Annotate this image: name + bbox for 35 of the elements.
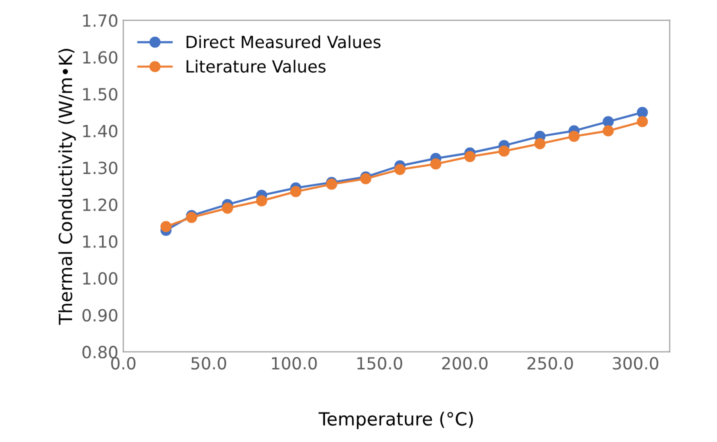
y-tick-label: 1.50 (83, 88, 118, 101)
x-axis-title: Temperature (°C) (318, 412, 473, 430)
x-tick-label: 50.0 (191, 356, 226, 370)
y-tick-label: 0.90 (82, 308, 118, 322)
point (160, 221, 172, 232)
y-tick-label: 1.60 (83, 51, 118, 64)
y-tick-label: 1.20 (83, 198, 118, 212)
x-tick-label: 300.0 (612, 356, 658, 370)
point (602, 116, 614, 128)
y-tick-label: 1.30 (83, 162, 118, 174)
y-axis-title: Thermal Conductivity (W/m•K) (58, 48, 76, 325)
y-tick-label: 1.00 (83, 272, 118, 285)
x-tick-label: 150.0 (357, 356, 402, 370)
point (636, 116, 648, 128)
point (534, 138, 546, 150)
legend-label: Direct Measured Values (186, 35, 381, 48)
point (498, 146, 510, 157)
point (222, 202, 234, 214)
y-tick-label: 1.10 (83, 235, 118, 248)
point (636, 106, 648, 118)
legend-label: Literature Values (186, 60, 326, 73)
x-tick-label: 200.0 (442, 356, 488, 370)
y-tick-label: 1.40 (83, 124, 118, 138)
y-tick-label: 1.70 (83, 14, 118, 27)
point (464, 151, 476, 162)
point (430, 158, 442, 170)
x-tick-label: 250.0 (528, 356, 573, 370)
point (568, 130, 580, 142)
point (602, 125, 614, 136)
point (394, 164, 406, 176)
y-tick-label: 0.80 (82, 346, 118, 358)
point (256, 195, 268, 206)
x-tick-label: 0.0 (111, 356, 136, 370)
x-tick-label: 100.0 (272, 356, 317, 370)
point (290, 186, 302, 198)
